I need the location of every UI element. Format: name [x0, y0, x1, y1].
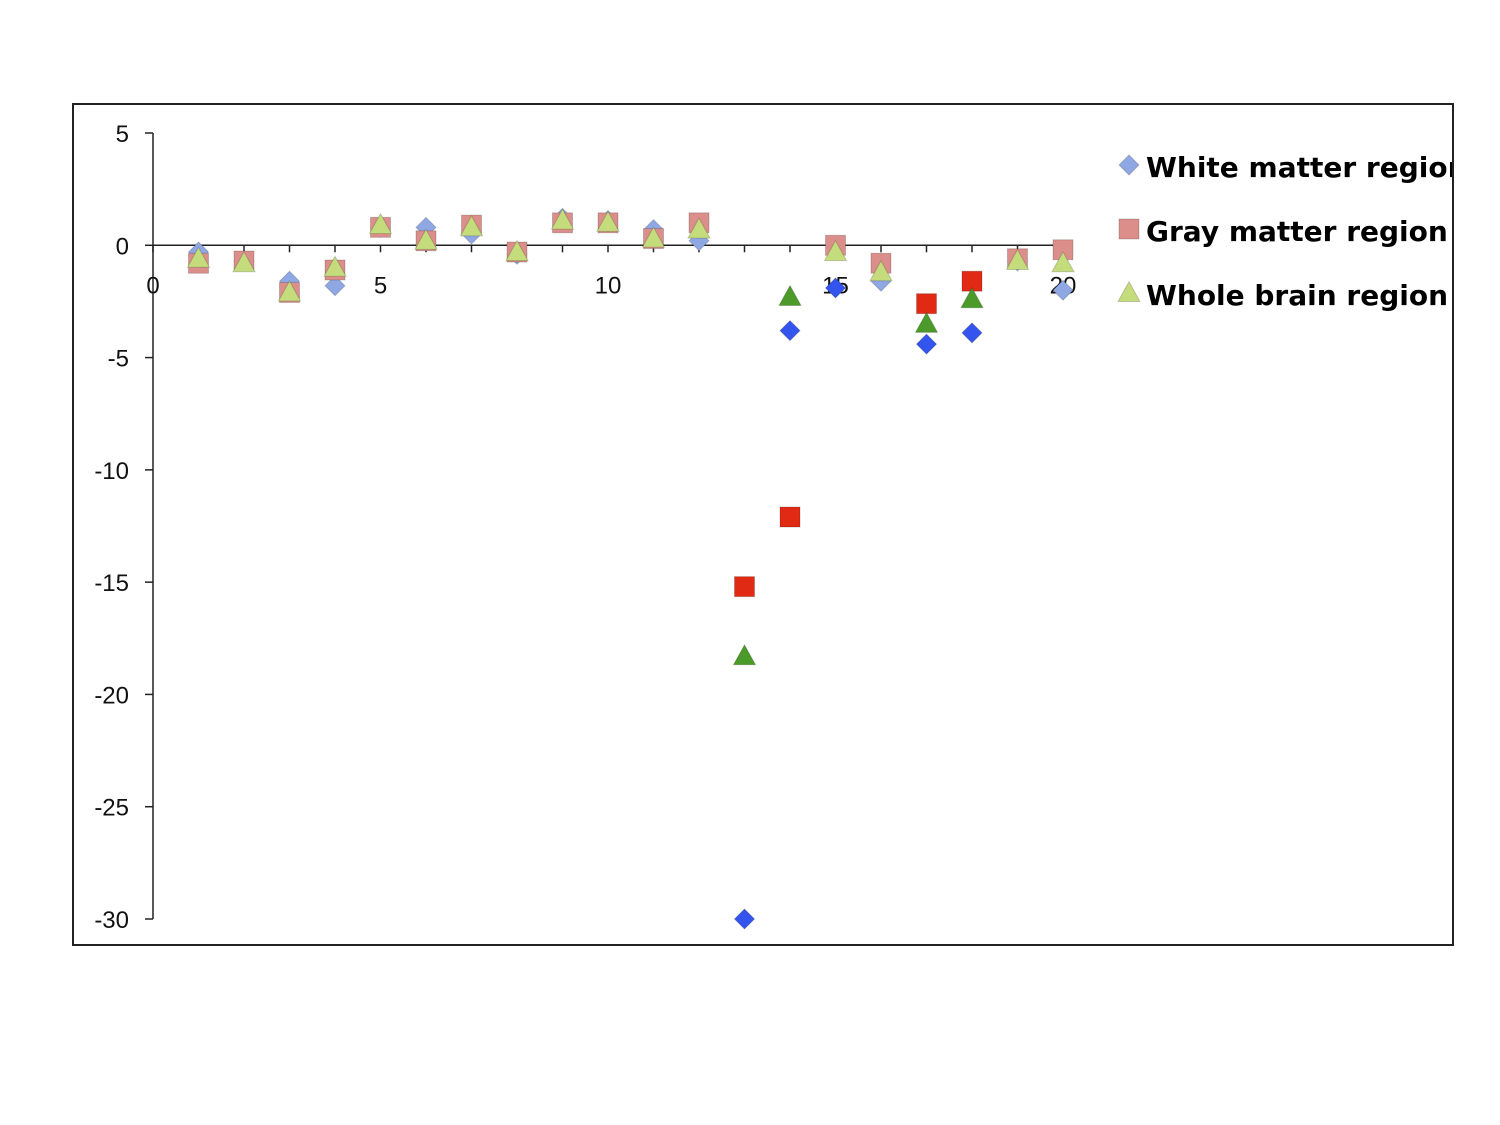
axes — [145, 132, 1064, 920]
legend-marker-square — [1118, 218, 1140, 240]
data-point-diamond — [733, 908, 756, 930]
legend-marker-diamond — [1118, 154, 1140, 176]
data-point-triangle — [641, 226, 666, 248]
y-tick-label: -15 — [94, 570, 129, 597]
legend-label: White matter region — [1146, 151, 1452, 184]
data-point-triangle — [960, 286, 984, 309]
data-point-triangle — [869, 259, 893, 282]
data-point-diamond — [1052, 279, 1074, 301]
data-point-triangle — [1051, 250, 1075, 273]
y-tick-label: -25 — [94, 795, 129, 822]
data-point-triangle — [550, 208, 575, 230]
legend-label: Whole brain region — [1146, 279, 1448, 312]
y-tick-label: -30 — [94, 907, 129, 934]
data-points — [186, 207, 1075, 930]
data-point-triangle — [1005, 248, 1030, 271]
data-point-diamond — [961, 322, 983, 344]
data-point-triangle — [232, 250, 256, 273]
data-point-square — [779, 506, 801, 528]
legend-label: Gray matter region — [1146, 215, 1448, 248]
data-point-triangle — [505, 239, 529, 262]
data-point-triangle — [778, 284, 802, 306]
data-point-triangle — [687, 217, 711, 239]
scatter-plot: 50-5-10-15-20-25-3005101520 White matter… — [94, 121, 1452, 934]
data-point-triangle — [823, 239, 848, 262]
x-tick-label: 10 — [595, 272, 622, 299]
data-point-triangle — [186, 246, 211, 268]
x-tick-label: 0 — [146, 272, 159, 299]
data-point-triangle — [596, 210, 620, 232]
data-point-square — [734, 576, 755, 598]
data-point-square — [916, 293, 937, 315]
y-tick-label: 0 — [116, 233, 129, 260]
legend: White matter region Gray matter region Who… — [1117, 151, 1452, 312]
y-tick-label: -5 — [108, 346, 129, 373]
data-point-diamond — [324, 275, 346, 297]
data-point-triangle — [414, 228, 438, 250]
data-point-diamond — [915, 333, 938, 355]
data-point-triangle — [914, 311, 939, 333]
data-point-triangle — [459, 214, 484, 237]
chart-frame: 50-5-10-15-20-25-3005101520 White matter… — [72, 103, 1454, 946]
tick-labels: 50-5-10-15-20-25-3005101520 — [94, 121, 1076, 934]
y-tick-label: -10 — [94, 458, 129, 485]
data-point-triangle — [368, 212, 393, 235]
y-tick-label: -20 — [94, 682, 129, 709]
data-point-triangle — [323, 255, 347, 277]
y-tick-label: 5 — [116, 121, 129, 148]
data-point-triangle — [732, 643, 757, 666]
data-point-diamond — [824, 277, 847, 299]
data-point-triangle — [277, 280, 302, 302]
data-point-diamond — [779, 319, 801, 342]
legend-marker-triangle — [1117, 280, 1141, 303]
x-tick-label: 5 — [374, 272, 387, 299]
